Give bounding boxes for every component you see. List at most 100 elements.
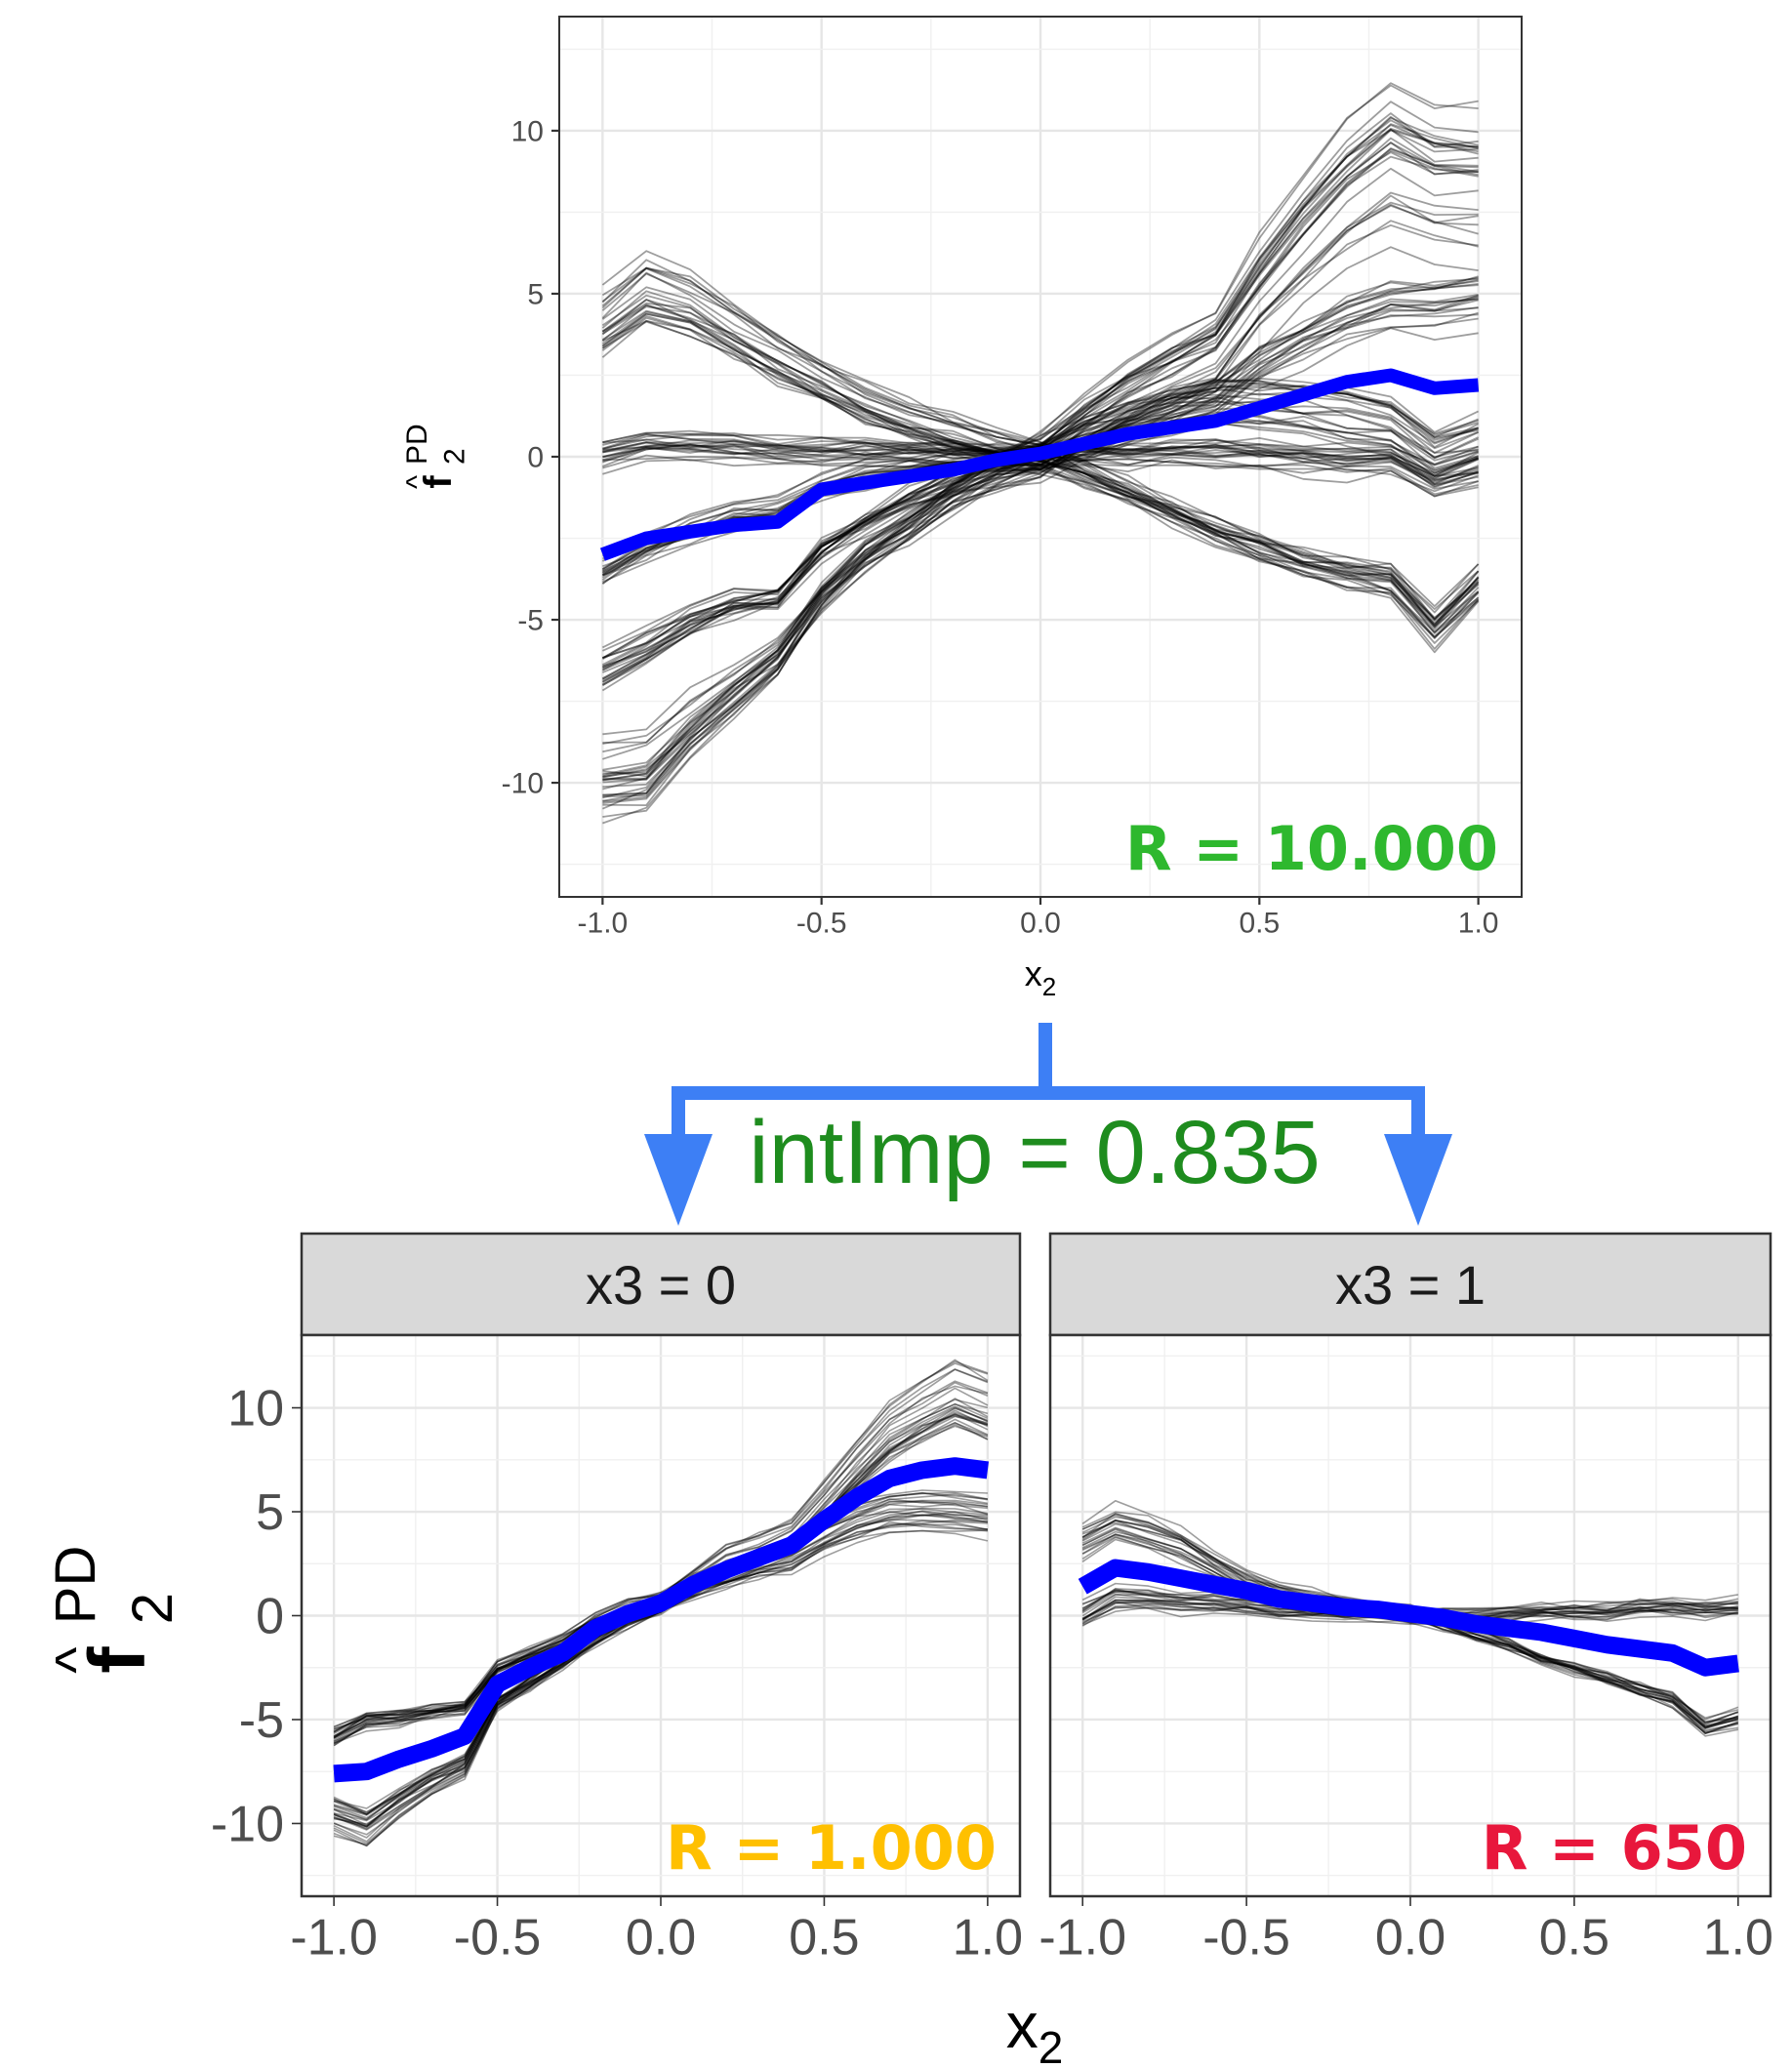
arrow-head-left <box>644 1134 713 1226</box>
bottom-right-strip <box>1048 1232 1772 1337</box>
ice-curve <box>602 414 1479 659</box>
interaction-importance-label: intImp = 0.835 <box>749 1103 1321 1202</box>
x-tick-label: 1.0 <box>1703 1909 1773 1966</box>
ice-curve <box>602 204 1479 760</box>
ice-curve <box>602 223 1479 745</box>
ice-curve <box>602 167 1479 782</box>
ice-curve <box>601 320 1480 619</box>
ice-curve <box>602 128 1479 778</box>
ice-curve <box>602 194 1479 771</box>
bottom-right-r-annotation: R = 650 <box>1482 1812 1747 1884</box>
y-tick-label: -10 <box>211 1797 284 1853</box>
y-axis-title-hat: ^ <box>401 475 433 489</box>
bottom-left-strip-label: x3 = 0 <box>586 1254 736 1316</box>
bottom-right-axis-ticks: -1.0 -0.5 0.0 0.5 1.0 <box>1039 1896 1773 1966</box>
ice-curve <box>601 259 1480 628</box>
ice-curve <box>601 411 1479 649</box>
ice-curve <box>602 191 1479 776</box>
ice-curve <box>1081 1528 1739 1735</box>
x-tick-label: -0.5 <box>1202 1909 1290 1966</box>
ice-curve <box>602 246 1479 736</box>
ice-curve <box>601 304 1479 579</box>
ice-curve <box>601 382 1479 686</box>
x-tick-label: 0.5 <box>1539 1909 1609 1966</box>
ice-curve <box>601 317 1479 573</box>
pd-mean-curve <box>599 368 1480 561</box>
x-tick-label: -1.0 <box>1039 1909 1126 1966</box>
connector-arrow-lines <box>672 1023 1425 1142</box>
x-tick-label: 0.0 <box>1020 908 1061 940</box>
y-tick-label: 10 <box>511 115 544 147</box>
top-r-annotation: R = 10.000 <box>1125 813 1498 884</box>
ice-curve <box>602 319 1480 638</box>
split-connector: intImp = 0.835 <box>644 1023 1452 1226</box>
ice-curve <box>602 456 1479 493</box>
y-tick-label: -10 <box>502 768 544 800</box>
bottom-right-panel: x3 = 1 -1.0 -0.5 0.0 0.5 1.0 R = 650 <box>1039 1232 1773 1966</box>
ice-curve <box>602 445 1479 498</box>
ice-curve <box>602 201 1479 778</box>
bottom-left-mean-curve <box>333 1457 990 1783</box>
bottom-x-axis-title-sub: 2 <box>1039 2022 1064 2068</box>
top-axis-ticks: -1.0 -0.5 0.0 0.5 1.0 -10 -5 0 5 10 <box>502 115 1499 939</box>
ice-curve <box>601 310 1480 620</box>
ice-curve <box>601 393 1479 666</box>
y-axis-title-base: f <box>417 475 460 489</box>
y-axis-title-sup: PD <box>401 424 433 465</box>
bottom-left-grid <box>302 1335 1020 1896</box>
ice-curve <box>602 112 1479 784</box>
ice-curve <box>601 271 1480 634</box>
ice-curve <box>602 220 1479 744</box>
bottom-right-mean-curve <box>1078 1559 1739 1677</box>
y-tick-label: 5 <box>256 1484 284 1541</box>
ice-curve <box>601 316 1480 622</box>
ice-curve <box>602 101 1479 806</box>
ice-curve <box>602 123 1479 803</box>
x-tick-label: -1.0 <box>578 908 629 940</box>
ice-curve <box>601 304 1480 633</box>
ice-curve <box>602 115 1479 788</box>
ice-curve <box>601 312 1480 628</box>
top-grid <box>559 17 1522 897</box>
ice-curve <box>601 309 1480 630</box>
x-tick-label: -0.5 <box>796 908 847 940</box>
ice-curve <box>333 1415 989 1822</box>
x-tick-label: 0.5 <box>1239 908 1280 940</box>
ice-curve <box>333 1493 989 1745</box>
x-tick-label: 0.0 <box>626 1909 696 1966</box>
ice-curve <box>602 84 1479 825</box>
pd-mean-curve <box>1078 1559 1739 1677</box>
arrow-head-right <box>1384 1134 1452 1226</box>
bottom-left-axis-ticks: -1.0 -0.5 0.0 0.5 1.0 -10 -5 0 5 10 <box>211 1381 1023 1967</box>
bottom-y-axis-title: ^f 2 PD <box>44 1546 184 1674</box>
ice-curve <box>602 415 1479 671</box>
ice-curve <box>602 442 1479 496</box>
bottom-x-axis-title: x2 <box>1006 1989 1064 2068</box>
ice-curve <box>602 127 1479 798</box>
ice-curve <box>602 149 1479 799</box>
ice-curve <box>601 250 1480 654</box>
ice-curve <box>602 119 1479 781</box>
ice-curve <box>601 290 1480 637</box>
bottom-x-axis-title-base: x <box>1006 1989 1039 2061</box>
x-tick-label: -1.0 <box>290 1909 378 1966</box>
ice-curve <box>601 422 1479 661</box>
ice-curve <box>1081 1601 1738 1625</box>
y-tick-label: -5 <box>517 605 544 637</box>
bottom-left-panel: x3 = 0 -1.0 -0.5 0.0 0.5 1.0 -10 -5 0 5 10 R = 1.… <box>211 1232 1023 1967</box>
y-axis-title-base: f <box>73 1646 162 1674</box>
y-axis-title-rotated: ^f 2 PD <box>44 1546 184 1674</box>
ice-curve <box>602 142 1479 775</box>
ice-curve <box>602 203 1479 753</box>
ice-curve <box>602 395 1479 669</box>
top-x-axis-title-sub: 2 <box>1042 972 1056 1001</box>
ice-curve <box>601 414 1479 660</box>
y-axis-title-hat: ^ <box>44 1646 107 1673</box>
x-tick-label: 0.5 <box>789 1909 859 1966</box>
ice-curve <box>1081 1511 1738 1731</box>
y-axis-title-sup: PD <box>44 1546 107 1625</box>
bottom-right-strip-label: x3 = 1 <box>1335 1254 1486 1316</box>
y-tick-label: -5 <box>239 1692 284 1749</box>
